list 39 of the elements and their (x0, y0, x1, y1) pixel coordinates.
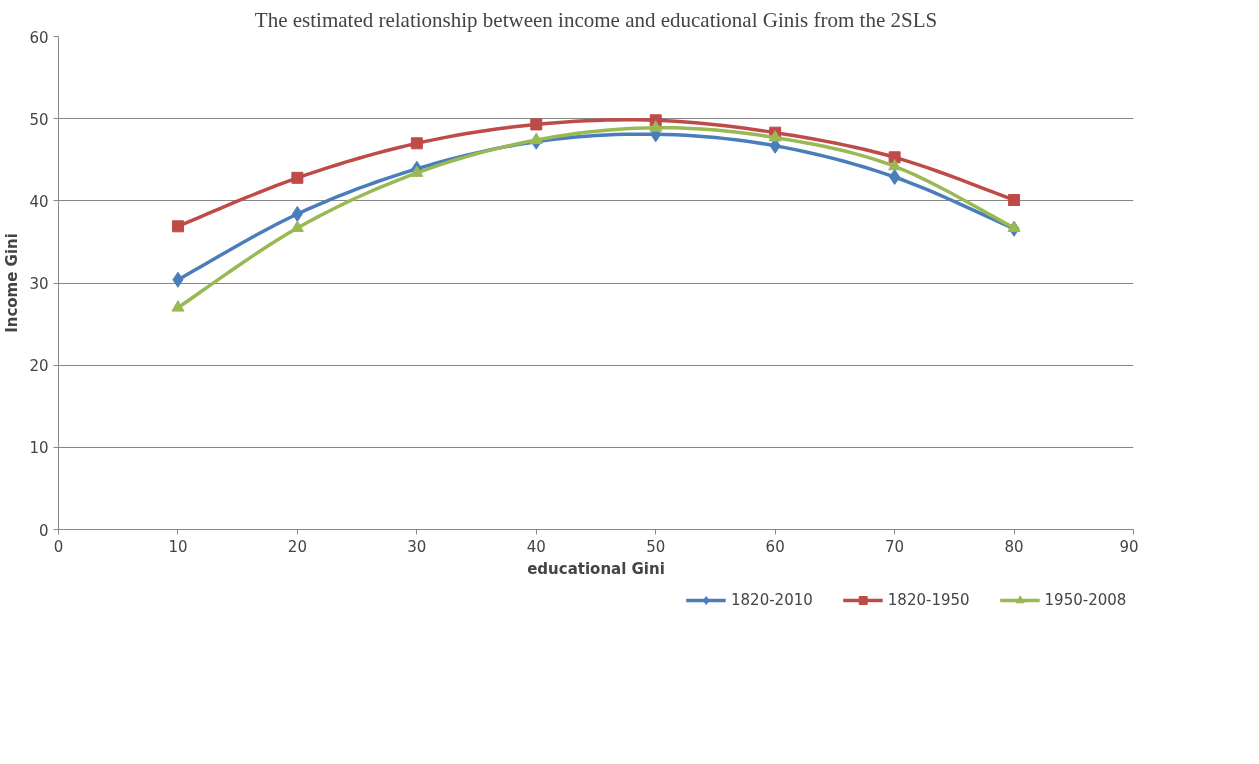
x-axis-title: educational Gini (527, 559, 665, 578)
y-tick-label: 10 (29, 439, 49, 458)
legend-label: 1950-2008 (1044, 591, 1127, 609)
x-tick-label: 50 (646, 537, 666, 556)
x-tick-label: 0 (53, 537, 64, 556)
point (291, 205, 303, 222)
point (171, 300, 185, 312)
y-tick-label: 40 (29, 192, 49, 211)
point (410, 137, 423, 150)
x-tick-label: 80 (1004, 537, 1024, 556)
point (171, 220, 184, 233)
x-tick-label: 70 (885, 537, 905, 556)
x-tick-label: 10 (168, 537, 188, 556)
x-tick-label: 20 (287, 537, 307, 556)
chart-title: The estimated relationship between income and educational Ginis from the 2SLS (254, 7, 938, 32)
y-tick-label: 60 (29, 28, 49, 47)
point (529, 132, 543, 144)
point (172, 271, 184, 288)
y-tick-label: 50 (29, 110, 49, 129)
point (290, 220, 304, 232)
point (768, 130, 782, 142)
point (649, 120, 663, 132)
x-tick-label: 40 (526, 537, 546, 556)
x-tick-label: 60 (765, 537, 785, 556)
legend-label: 1820-2010 (731, 591, 813, 609)
x-tick-label: 30 (407, 537, 427, 556)
y-tick-label: 0 (38, 521, 49, 540)
legend-label: 1820-1950 (887, 591, 970, 609)
point (889, 169, 901, 186)
point (1007, 220, 1021, 232)
y-tick-label: 30 (29, 275, 49, 293)
point (1008, 194, 1021, 207)
x-tick-label: 90 (1119, 537, 1139, 556)
point (410, 165, 424, 177)
point (888, 158, 902, 171)
point (530, 118, 543, 131)
y-tick-label: 20 (29, 357, 49, 376)
point (291, 171, 304, 184)
y-axis-title: Income Gini (3, 233, 22, 333)
